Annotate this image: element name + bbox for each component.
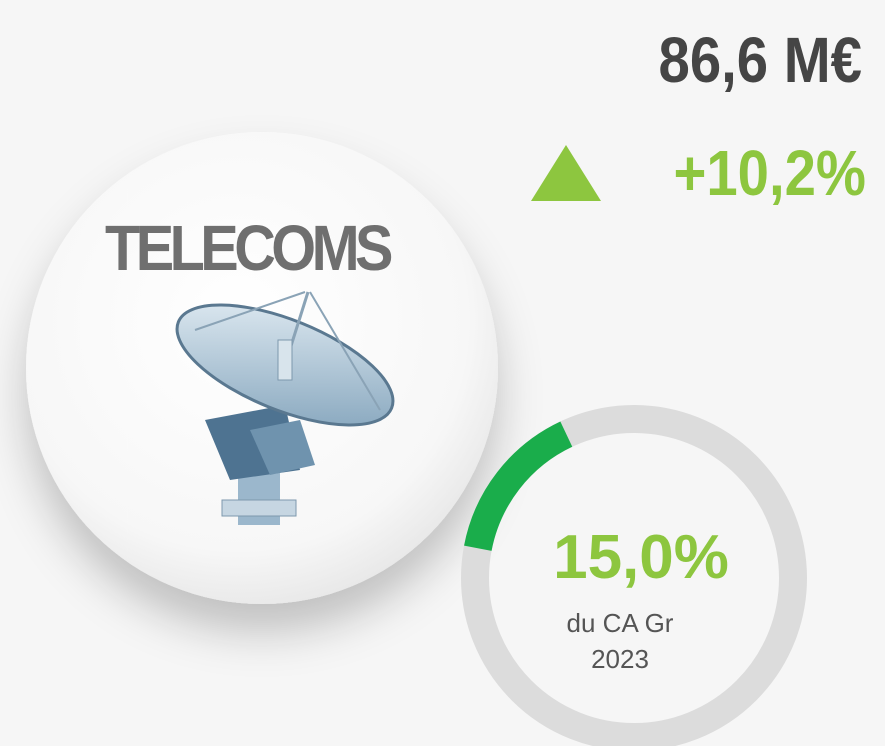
antenna-icon (175, 291, 395, 525)
segment-label: TELECOMS (105, 212, 392, 283)
growth-arrow (531, 145, 601, 201)
growth: +10,2% (673, 137, 866, 209)
revenue: 86,6 M€ (659, 24, 862, 96)
share-caption: du CA Gr (567, 608, 674, 638)
share-label: 15,0% (553, 523, 729, 592)
share-caption: 2023 (591, 644, 649, 674)
donut-share (464, 421, 573, 552)
donut-track (461, 405, 807, 746)
